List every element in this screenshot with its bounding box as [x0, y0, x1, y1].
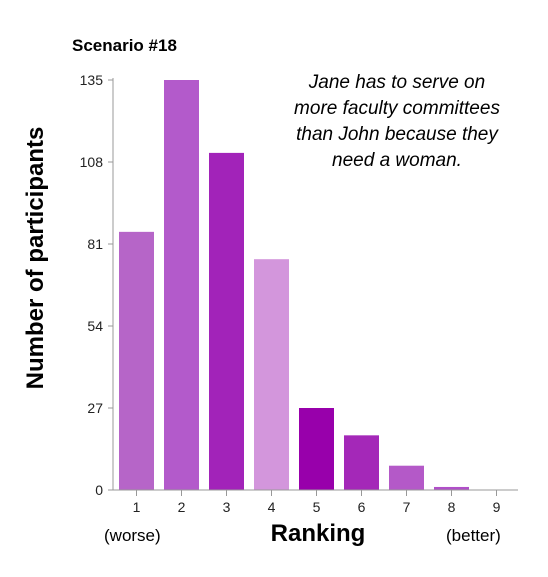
bar-rank-2 — [164, 80, 199, 490]
y-tick-label-54: 54 — [87, 318, 103, 334]
bar-rank-5 — [299, 408, 334, 490]
annotation-line-1: Jane has to serve on — [308, 72, 486, 93]
x-tick-label-2: 2 — [178, 499, 186, 515]
bar-rank-7 — [389, 465, 424, 490]
bar-rank-4 — [254, 259, 289, 490]
scenario-annotation: Jane has to serve on more faculty commit… — [262, 70, 532, 174]
bar-rank-6 — [344, 435, 379, 490]
x-tick-label-1: 1 — [133, 499, 141, 515]
bar-rank-1 — [119, 231, 154, 490]
x-tick-label-8: 8 — [448, 499, 456, 515]
bar-rank-8 — [434, 486, 469, 490]
x-tick-label-3: 3 — [223, 499, 231, 515]
annotation-line-2: more faculty committees — [294, 98, 500, 119]
x-axis-label: Ranking — [270, 520, 366, 547]
x-note-better: (better) — [446, 526, 501, 545]
y-tick-label-0: 0 — [95, 482, 103, 498]
annotation-line-4: need a woman. — [332, 150, 462, 171]
bar-rank-3 — [209, 152, 244, 490]
chart-title: Scenario #18 — [72, 36, 177, 55]
annotation-line-3: than John because they — [296, 124, 498, 145]
y-tick-label-81: 81 — [87, 236, 103, 252]
x-tick-label-7: 7 — [403, 499, 411, 515]
y-tick-label-135: 135 — [80, 72, 104, 88]
x-tick-label-4: 4 — [268, 499, 276, 515]
y-tick-label-108: 108 — [80, 154, 104, 170]
x-note-worse: (worse) — [104, 526, 161, 545]
x-tick-label-9: 9 — [493, 499, 501, 515]
x-tick-label-5: 5 — [313, 499, 321, 515]
y-tick-label-27: 27 — [87, 400, 103, 416]
x-tick-label-6: 6 — [358, 499, 366, 515]
